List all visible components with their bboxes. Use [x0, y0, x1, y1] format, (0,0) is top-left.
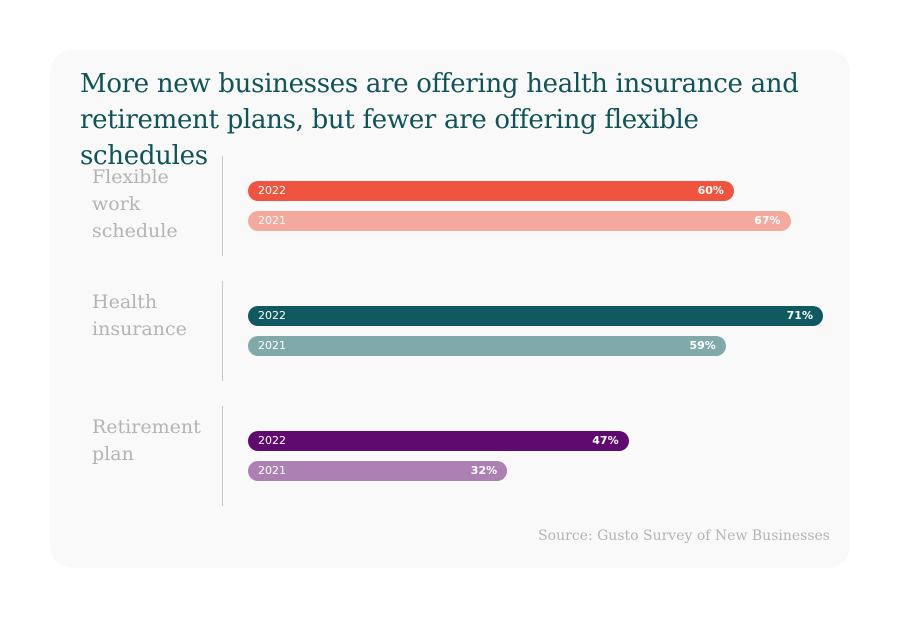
bar-value-label: 67%: [754, 214, 781, 227]
bar: 2021 32%: [248, 461, 508, 481]
bar-value-label: 71%: [786, 309, 813, 322]
bar: 2021 67%: [248, 211, 791, 231]
bar: 2022 60%: [248, 181, 734, 201]
bar-series-label: 2022: [258, 434, 286, 447]
category-divider: [222, 406, 223, 506]
bar-series-label: 2021: [258, 214, 286, 227]
bar-series-label: 2021: [258, 339, 286, 352]
chart-card: More new businesses are offering health …: [50, 50, 850, 568]
source-note: Source: Gusto Survey of New Businesses: [538, 528, 830, 544]
bar: 2022 71%: [248, 306, 823, 326]
bar: 2022 47%: [248, 431, 629, 451]
bar-value-label: 47%: [592, 434, 619, 447]
category-label: Flexible work schedule: [92, 166, 178, 242]
bar-value-label: 60%: [697, 184, 724, 197]
category-group-retirement-plan: Retirement plan 2022 47% 2021 32%: [50, 406, 850, 506]
chart-title: More new businesses are offering health …: [80, 69, 799, 171]
bar-value-label: 59%: [689, 339, 716, 352]
category-divider: [222, 156, 223, 256]
bar: 2021 59%: [248, 336, 726, 356]
category-group-flexible-work-schedule: Flexible work schedule 2022 60% 2021 67%: [50, 156, 850, 256]
category-divider: [222, 281, 223, 381]
bar-value-label: 32%: [470, 464, 498, 477]
bar-series-label: 2021: [258, 464, 286, 477]
category-label: Health insurance: [92, 291, 187, 340]
category-group-health-insurance: Health insurance 2022 71% 2021 59%: [50, 281, 850, 381]
bar-series-label: 2022: [258, 184, 286, 197]
bar-series-label: 2022: [258, 309, 286, 322]
category-label: Retirement plan: [92, 416, 201, 465]
